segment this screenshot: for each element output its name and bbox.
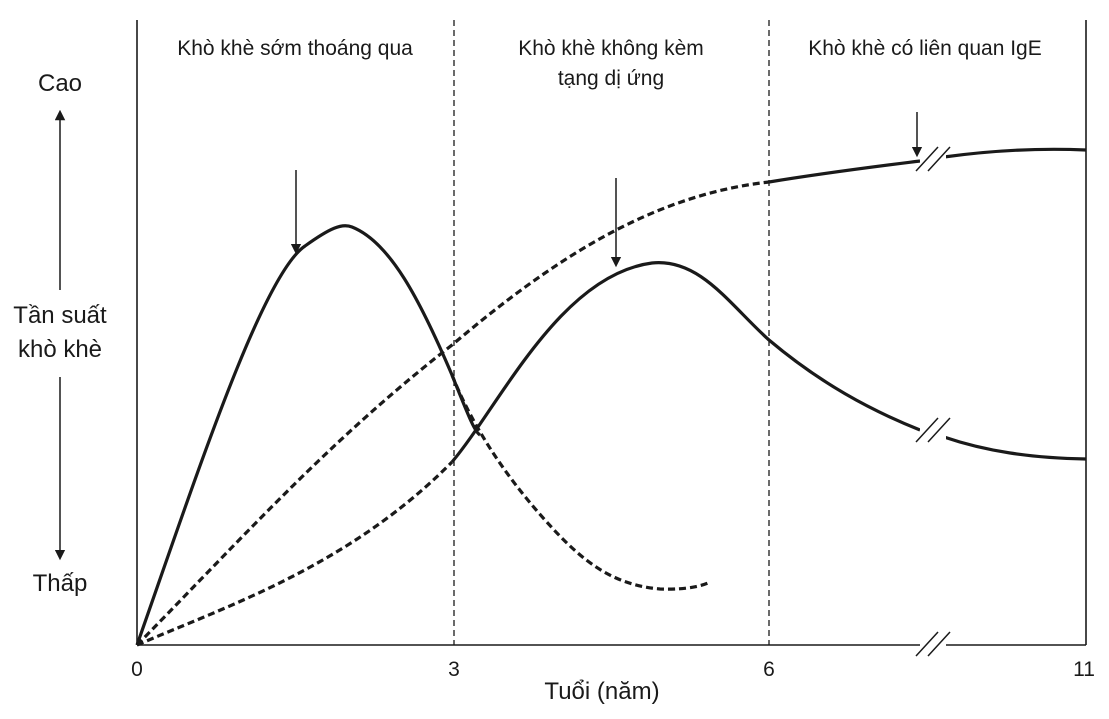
phase-title-1-line-1: Khò khè sớm thoáng qua bbox=[177, 37, 413, 60]
curve-ige-wheeze-tail bbox=[943, 147, 1087, 159]
curve-transient-early-dashed-tail bbox=[450, 374, 709, 591]
x-tick-0: 0 bbox=[131, 658, 143, 681]
x-tick-11: 11 bbox=[1073, 658, 1095, 681]
phase-title-3-line-1: Khò khè có liên quan IgE bbox=[808, 37, 1042, 60]
curve-ige-wheeze bbox=[768, 159, 921, 184]
y-high-label: Cao bbox=[38, 70, 82, 97]
curve-non-atopic-rise-dashed bbox=[136, 460, 454, 647]
phase-title-2-line-1: Khò khè không kèm bbox=[518, 37, 704, 60]
curve-transient-early-wheeze bbox=[135, 224, 481, 646]
curve-ige-wheeze-dashed bbox=[135, 180, 770, 647]
x-axis-label: Tuổi (năm) bbox=[544, 678, 659, 705]
y-axis-label-line-2: khò khè bbox=[18, 336, 102, 363]
x-tick-3: 3 bbox=[448, 658, 460, 681]
axis-break-marks bbox=[915, 146, 951, 658]
phase-title-2-line-2: tạng dị ứng bbox=[558, 67, 664, 90]
x-tick-6: 6 bbox=[763, 658, 775, 681]
curve-non-atopic-wheeze-tail bbox=[943, 435, 1087, 461]
curve-non-atopic-wheeze bbox=[450, 261, 921, 464]
y-low-label: Thấp bbox=[33, 570, 88, 597]
y-axis-label-line-1: Tần suất bbox=[13, 302, 107, 329]
